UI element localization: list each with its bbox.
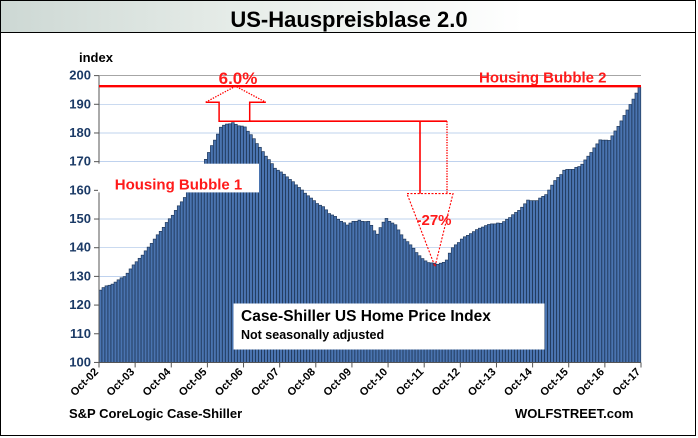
svg-text:Oct-09: Oct-09 xyxy=(321,366,354,399)
svg-text:Housing Bubble 2: Housing Bubble 2 xyxy=(479,70,607,87)
svg-text:180: 180 xyxy=(69,125,91,140)
svg-text:Oct-14: Oct-14 xyxy=(502,365,535,398)
svg-text:130: 130 xyxy=(69,268,91,283)
svg-text:S&P CoreLogic Case-Shiller: S&P CoreLogic Case-Shiller xyxy=(69,406,242,421)
svg-text:Oct-07: Oct-07 xyxy=(249,366,282,399)
svg-text:Housing Bubble 1: Housing Bubble 1 xyxy=(115,176,243,193)
svg-text:Oct-05: Oct-05 xyxy=(177,366,210,399)
svg-text:190: 190 xyxy=(69,96,91,111)
svg-text:200: 200 xyxy=(69,68,91,83)
svg-text:-27%: -27% xyxy=(416,212,451,229)
svg-text:Not seasonally adjusted: Not seasonally adjusted xyxy=(241,328,384,342)
svg-text:Oct-08: Oct-08 xyxy=(285,366,318,399)
svg-text:Case-Shiller US Home Price Ind: Case-Shiller US Home Price Index xyxy=(241,308,491,325)
svg-text:Oct-16: Oct-16 xyxy=(574,366,607,399)
svg-text:Oct-04: Oct-04 xyxy=(141,365,174,398)
svg-text:Oct-03: Oct-03 xyxy=(105,366,138,399)
svg-text:150: 150 xyxy=(69,211,91,226)
svg-text:170: 170 xyxy=(69,154,91,169)
svg-text:Oct-10: Oct-10 xyxy=(357,366,390,399)
svg-text:Oct-12: Oct-12 xyxy=(430,366,463,399)
svg-text:120: 120 xyxy=(69,297,91,312)
svg-text:6.0%: 6.0% xyxy=(219,69,258,88)
svg-text:Oct-15: Oct-15 xyxy=(538,366,571,399)
svg-text:Oct-02: Oct-02 xyxy=(68,366,101,399)
svg-text:160: 160 xyxy=(69,182,91,197)
svg-text:100: 100 xyxy=(69,354,91,369)
svg-text:index: index xyxy=(79,50,114,65)
svg-text:110: 110 xyxy=(70,326,91,341)
svg-text:WOLFSTREET.com: WOLFSTREET.com xyxy=(515,406,633,421)
svg-text:140: 140 xyxy=(69,240,91,255)
svg-text:Oct-06: Oct-06 xyxy=(213,366,246,399)
svg-text:Oct-11: Oct-11 xyxy=(394,366,426,398)
svg-text:Oct-17: Oct-17 xyxy=(610,366,643,399)
svg-text:Oct-13: Oct-13 xyxy=(466,366,499,399)
